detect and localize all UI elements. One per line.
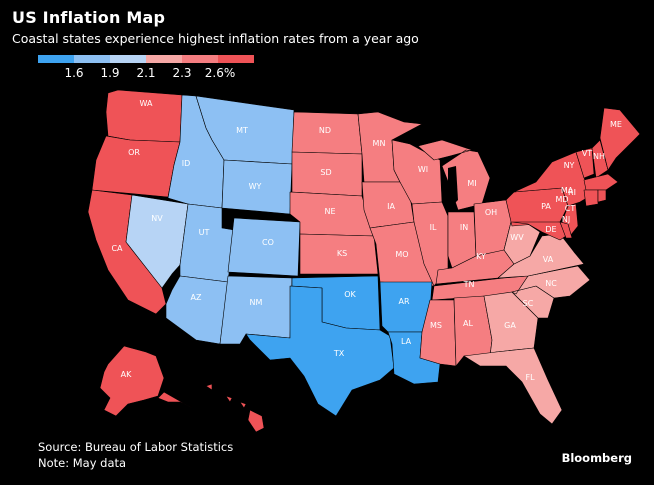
state-label: NY — [564, 161, 575, 170]
state-label: AK — [121, 370, 132, 379]
state-label: PA — [541, 202, 551, 211]
state-label: CA — [111, 244, 123, 253]
state-label: CO — [262, 238, 274, 247]
state-AK — [99, 345, 193, 417]
state-label: WA — [140, 99, 153, 108]
state-label: UT — [199, 228, 210, 237]
state-label: NJ — [562, 215, 570, 224]
state-label: FL — [525, 373, 535, 382]
state-HI — [205, 383, 265, 433]
state-label: MT — [236, 126, 248, 135]
legend-swatch — [218, 55, 254, 63]
state-PA — [505, 187, 569, 227]
state-OR — [91, 135, 181, 198]
state-label: VT — [582, 149, 592, 158]
state-label: LA — [401, 337, 412, 346]
state-label: OK — [344, 290, 356, 299]
lake-erie — [484, 196, 500, 202]
state-label: IN — [460, 223, 468, 232]
state-label: RI — [568, 188, 576, 197]
state-RI — [597, 189, 607, 203]
state-label: WI — [418, 165, 428, 174]
legend-swatch — [38, 55, 74, 63]
state-CT — [583, 189, 599, 207]
lake-michigan — [448, 166, 458, 206]
state-label: MI — [467, 179, 476, 188]
state-label: AR — [398, 297, 409, 306]
state-label: WV — [510, 233, 524, 242]
legend-tick: 1.9 — [100, 66, 120, 80]
map-subtitle: Coastal states experience highest inflat… — [12, 31, 419, 46]
state-label: TN — [463, 280, 475, 289]
state-label: NC — [545, 279, 557, 288]
state-ME — [599, 107, 641, 171]
state-label: KS — [337, 249, 347, 258]
state-label: NM — [250, 298, 263, 307]
state-label: SD — [320, 168, 331, 177]
state-CO — [227, 217, 301, 277]
state-AZ — [165, 275, 229, 345]
legend-tick: 1.6 — [64, 66, 84, 80]
state-label: AL — [463, 319, 473, 328]
brand-logo: Bloomberg — [561, 451, 632, 465]
state-VT — [575, 147, 595, 179]
state-label: ND — [319, 126, 331, 135]
state-label: OH — [485, 208, 497, 217]
state-label: ID — [182, 159, 191, 168]
state-NM — [219, 275, 293, 345]
state-TX — [245, 285, 395, 417]
data-note: Note: May data — [38, 456, 127, 470]
state-label: NV — [151, 214, 163, 223]
state-label: CT — [565, 204, 576, 213]
state-label: MO — [395, 250, 408, 259]
state-label: IA — [387, 202, 395, 211]
state-label: VA — [543, 255, 554, 264]
legend-tick: 2.3 — [172, 66, 192, 80]
legend-swatch — [182, 55, 218, 63]
state-KS — [299, 233, 379, 275]
state-label: WY — [249, 182, 262, 191]
state-label: MN — [373, 139, 386, 148]
state-MA — [583, 173, 619, 191]
state-label: AZ — [191, 293, 202, 302]
state-label: NH — [593, 152, 605, 161]
state-label: DE — [545, 225, 556, 234]
state-label: KY — [476, 252, 486, 261]
state-label: SC — [523, 299, 534, 308]
state-label: ME — [610, 120, 622, 129]
state-label: OR — [128, 148, 140, 157]
legend-swatch — [146, 55, 182, 63]
color-legend: 1.6 1.9 2.1 2.3 2.6% — [38, 55, 254, 80]
legend-tick: 2.1 — [136, 66, 156, 80]
state-label: TX — [333, 349, 345, 358]
state-label: MS — [430, 321, 442, 330]
legend-swatch — [74, 55, 110, 63]
legend-tick: 2.6% — [204, 66, 236, 80]
state-DE — [559, 221, 573, 239]
state-label: NE — [324, 207, 335, 216]
state-label: IL — [430, 223, 437, 232]
source-note: Source: Bureau of Labor Statistics — [38, 440, 234, 454]
state-label: MD — [555, 195, 568, 204]
state-label: MA — [561, 186, 574, 195]
legend-swatch — [110, 55, 146, 63]
state-UT — [179, 203, 235, 283]
state-FL — [463, 347, 563, 425]
map-title: US Inflation Map — [12, 8, 166, 27]
state-labels: WA OR CA ID MT NV UT WY CO AZ NM ND SD N… — [111, 99, 622, 382]
state-WA — [105, 89, 183, 143]
state-label: GA — [504, 321, 516, 330]
